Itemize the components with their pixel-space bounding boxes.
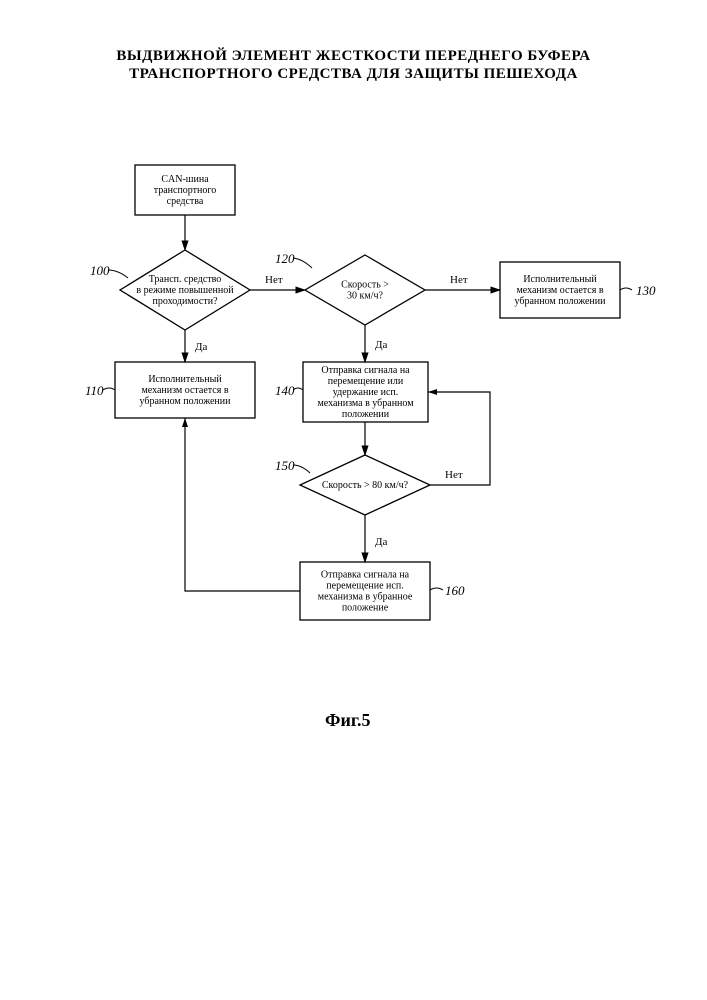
svg-text:Исполнительный: Исполнительный: [148, 374, 222, 385]
svg-text:Отправка сигнала на: Отправка сигнала на: [321, 365, 410, 376]
svg-text:Отправка сигнала на: Отправка сигнала на: [321, 570, 410, 581]
svg-text:положении: положении: [342, 409, 390, 420]
flowchart: Да Нет Нет Да Да Нет CAN-шинатранспортногосре…: [0, 0, 707, 1000]
svg-text:110: 110: [85, 383, 104, 398]
svg-text:в режиме повышенной: в режиме повышенной: [136, 285, 234, 296]
svg-text:Трансп. средство: Трансп. средство: [149, 274, 222, 285]
svg-text:Да: Да: [195, 341, 208, 353]
svg-text:перемещение исп.: перемещение исп.: [326, 581, 403, 592]
svg-text:механизм остается в: механизм остается в: [141, 385, 228, 396]
svg-text:100: 100: [90, 263, 110, 278]
svg-text:перемещение или: перемещение или: [328, 376, 404, 387]
svg-text:Да: Да: [375, 536, 388, 548]
svg-text:убранном положении: убранном положении: [515, 296, 607, 307]
svg-text:CAN-шина: CAN-шина: [161, 174, 209, 185]
svg-text:Скорость > 80 км/ч?: Скорость > 80 км/ч?: [322, 480, 409, 491]
svg-text:Нет: Нет: [445, 469, 463, 481]
svg-text:механизма в убранное: механизма в убранное: [318, 592, 413, 603]
svg-text:Нет: Нет: [450, 274, 468, 286]
svg-text:проходимости?: проходимости?: [152, 296, 218, 307]
svg-text:убранном положении: убранном положении: [140, 396, 232, 407]
figure-caption: Фиг.5: [325, 710, 370, 731]
svg-text:120: 120: [275, 251, 295, 266]
svg-text:Исполнительный: Исполнительный: [523, 274, 597, 285]
svg-text:140: 140: [275, 383, 295, 398]
svg-text:150: 150: [275, 458, 295, 473]
svg-text:средства: средства: [167, 196, 204, 207]
svg-text:160: 160: [445, 583, 465, 598]
svg-text:30 км/ч?: 30 км/ч?: [347, 291, 383, 302]
svg-text:Нет: Нет: [265, 274, 283, 286]
svg-text:положение: положение: [342, 603, 389, 614]
svg-text:механизма в убранном: механизма в убранном: [317, 398, 414, 409]
svg-text:механизм остается в: механизм остается в: [516, 285, 603, 296]
svg-text:130: 130: [636, 283, 656, 298]
svg-text:удержание исп.: удержание исп.: [333, 387, 399, 398]
svg-text:Да: Да: [375, 339, 388, 351]
svg-text:транспортного: транспортного: [154, 185, 217, 196]
svg-text:Скорость >: Скорость >: [341, 280, 389, 291]
